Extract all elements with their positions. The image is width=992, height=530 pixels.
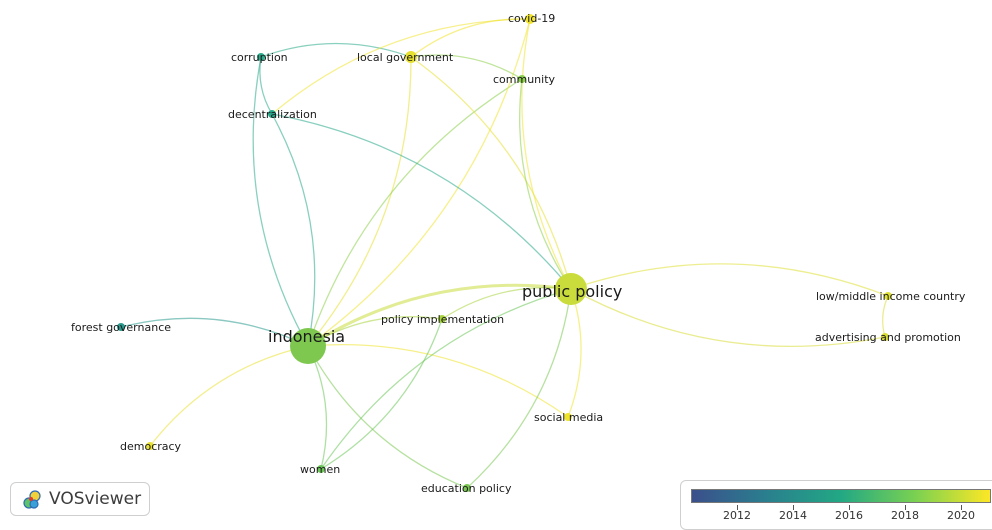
node-community[interactable]: [518, 75, 526, 83]
edge-indonesia-education_policy: [307, 345, 468, 489]
node-policy_implementation[interactable]: [438, 315, 446, 323]
edge-corruption-decentralization: [259, 56, 273, 115]
edge-public_policy-low_middle: [570, 263, 889, 297]
node-decentralization[interactable]: [268, 110, 276, 118]
node-corruption[interactable]: [257, 53, 265, 61]
node-social_media[interactable]: [564, 413, 572, 421]
legend-tick: [961, 505, 962, 510]
edge-indonesia-community: [307, 78, 523, 347]
node-indonesia[interactable]: [290, 328, 326, 364]
node-forest_governance[interactable]: [117, 323, 125, 331]
edge-indonesia-public_policy: [307, 283, 572, 348]
node-label-community[interactable]: community: [493, 73, 556, 86]
edge-local_government-corruption: [260, 42, 412, 58]
node-label-forest_governance[interactable]: forest governance: [71, 321, 171, 334]
legend-tick-label: 2016: [835, 509, 863, 522]
brand-name: VOSviewer: [49, 489, 142, 509]
edge-indonesia-local_government: [307, 56, 412, 347]
node-public_policy[interactable]: [555, 273, 587, 305]
node-education_policy[interactable]: [463, 484, 471, 492]
node-women[interactable]: [317, 465, 325, 473]
edge-layer: [120, 18, 889, 489]
edge-indonesia-forest_governance: [120, 317, 309, 347]
edge-indonesia-covid19: [307, 18, 531, 347]
node-covid19[interactable]: [525, 14, 535, 24]
legend-tick: [849, 505, 850, 510]
node-local_government[interactable]: [405, 51, 417, 63]
edge-indonesia-social_media: [307, 343, 569, 418]
edge-public_policy-decentralization: [271, 113, 572, 290]
label-layer: indonesia public policy covid-19 local gove…: [71, 12, 966, 495]
edge-public_policy-advertising: [570, 288, 886, 347]
edge-local_government-community: [410, 54, 523, 80]
legend-color-bar: [691, 489, 991, 503]
node-label-low_middle[interactable]: low/middle income country: [816, 290, 966, 303]
edge-public_policy-education_policy: [466, 288, 572, 489]
node-low_middle[interactable]: [884, 292, 892, 300]
edge-policy_implementation-women: [320, 318, 443, 470]
legend-tick-label: 2020: [947, 509, 975, 522]
node-label-indonesia[interactable]: indonesia: [268, 327, 345, 346]
legend-tick-label: 2018: [891, 509, 919, 522]
edge-public_policy-covid19: [521, 18, 572, 290]
node-label-corruption[interactable]: corruption: [231, 51, 288, 64]
node-advertising[interactable]: [881, 333, 889, 341]
node-label-democracy[interactable]: democracy: [120, 440, 182, 453]
legend-tick-label: 2014: [779, 509, 807, 522]
node-label-covid19[interactable]: covid-19: [508, 12, 555, 25]
node-label-local_government[interactable]: local government: [357, 51, 454, 64]
legend-tick-label: 2012: [723, 509, 751, 522]
edge-indonesia-women: [307, 345, 328, 470]
legend-tick: [793, 505, 794, 510]
edge-indonesia-corruption: [252, 56, 309, 347]
legend-tick: [905, 505, 906, 510]
edge-indonesia-democracy: [149, 345, 309, 447]
edge-indonesia-decentralization: [271, 113, 316, 347]
node-label-education_policy[interactable]: education policy: [421, 482, 512, 495]
overlay-color-legend: 2012 2014 2016 2018 2020: [680, 480, 992, 530]
edge-public_policy-women: [320, 288, 572, 470]
legend-tick: [737, 505, 738, 510]
node-label-women[interactable]: women: [300, 463, 340, 476]
edge-public_policy-social_media: [567, 288, 582, 418]
edge-public_policy-community: [519, 78, 572, 290]
node-label-advertising[interactable]: advertising and promotion: [815, 331, 961, 344]
node-label-decentralization[interactable]: decentralization: [228, 108, 317, 121]
vosviewer-logo: VOSviewer: [10, 482, 150, 516]
edge-public_policy-local_government: [410, 56, 572, 290]
node-democracy[interactable]: [146, 442, 154, 450]
node-label-public_policy[interactable]: public policy: [522, 282, 622, 301]
edge-decentralization-covid19: [271, 18, 531, 115]
node-label-policy_implementation[interactable]: policy implementation: [381, 313, 504, 326]
node-label-social_media[interactable]: social media: [534, 411, 603, 424]
node-layer: [117, 14, 892, 492]
vosviewer-logo-icon: [23, 490, 41, 509]
